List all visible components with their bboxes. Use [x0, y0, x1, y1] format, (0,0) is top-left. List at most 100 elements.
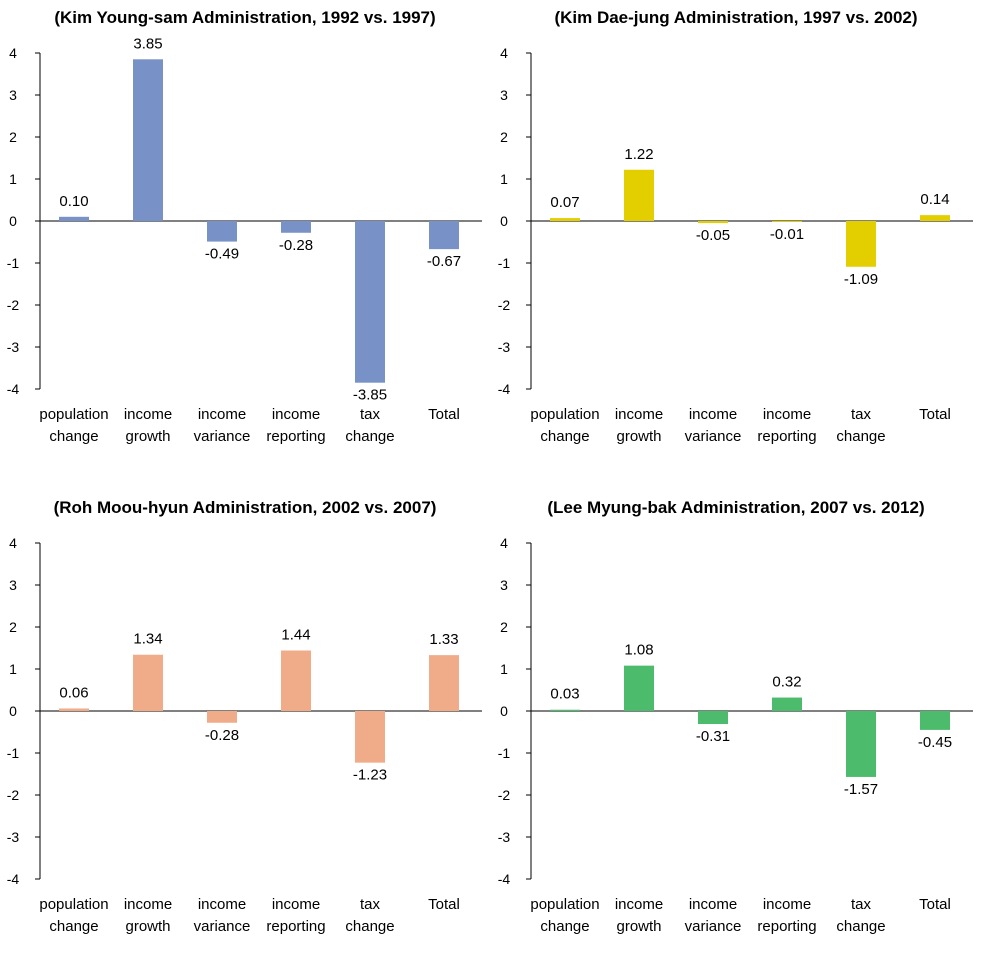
y-tick-label: 4	[500, 45, 508, 61]
bar	[429, 221, 459, 250]
chart-title: (Kim Young-sam Administration, 1992 vs. …	[54, 8, 436, 27]
data-label: 1.08	[624, 642, 653, 659]
data-label: -0.45	[918, 734, 952, 751]
x-category-label: income	[615, 896, 663, 913]
data-label: 1.44	[281, 627, 310, 644]
data-label: -0.28	[205, 727, 239, 744]
data-label: 0.14	[920, 191, 949, 208]
data-label: -1.23	[353, 767, 387, 784]
data-label: 1.34	[133, 631, 162, 648]
bar	[133, 59, 163, 221]
bar	[133, 654, 163, 711]
x-category-label: income	[689, 896, 737, 913]
chart-panel-kim-young-sam: (Kim Young-sam Administration, 1992 vs. …	[0, 0, 490, 468]
x-category-label: tax	[360, 406, 381, 423]
y-tick-label: 0	[9, 703, 17, 719]
data-label: -0.28	[279, 237, 313, 254]
bar	[772, 221, 802, 222]
data-label: 0.32	[772, 674, 801, 691]
y-tick-label: 1	[500, 661, 508, 677]
bar	[550, 218, 580, 221]
x-category-label: variance	[194, 428, 251, 445]
data-label: 0.06	[59, 684, 88, 701]
x-category-label: variance	[685, 918, 742, 935]
bar	[772, 697, 802, 711]
x-category-label: change	[540, 918, 589, 935]
chart-title: (Kim Dae-jung Administration, 1997 vs. 2…	[554, 8, 918, 27]
chart-panel-kim-dae-jung: (Kim Dae-jung Administration, 1997 vs. 2…	[491, 0, 981, 468]
y-tick-label: -1	[498, 745, 511, 761]
y-tick-label: -4	[498, 381, 511, 397]
x-category-label: change	[345, 428, 394, 445]
y-tick-label: -4	[498, 871, 511, 887]
y-tick-label: -2	[7, 297, 20, 313]
chart-title: (Roh Moou-hyun Administration, 2002 vs. …	[53, 498, 437, 517]
bar	[846, 221, 876, 267]
y-tick-label: 3	[9, 577, 17, 593]
bar	[624, 665, 654, 711]
x-category-label: tax	[851, 406, 872, 423]
x-category-label: change	[836, 428, 885, 445]
bar	[429, 655, 459, 711]
bar	[550, 709, 580, 711]
bar	[624, 169, 654, 221]
chart-panel-lee-myung-bak: (Lee Myung-bak Administration, 2007 vs. …	[491, 490, 981, 958]
x-category-label: tax	[360, 896, 381, 913]
data-label: -3.85	[353, 387, 387, 404]
y-tick-label: 1	[9, 171, 17, 187]
x-category-label: population	[530, 896, 599, 913]
x-category-label: reporting	[266, 428, 325, 445]
bar	[920, 215, 950, 221]
x-category-label: variance	[685, 428, 742, 445]
bar	[698, 711, 728, 725]
y-tick-label: 2	[500, 619, 508, 635]
y-tick-label: -2	[498, 297, 511, 313]
x-category-label: growth	[616, 428, 661, 445]
bar	[281, 221, 311, 233]
y-tick-label: 2	[9, 619, 17, 635]
bar	[355, 711, 385, 763]
x-category-label: growth	[616, 918, 661, 935]
y-tick-label: 2	[9, 129, 17, 145]
x-category-label: income	[272, 896, 320, 913]
chart-title: (Lee Myung-bak Administration, 2007 vs. …	[547, 498, 925, 517]
data-label: -1.57	[844, 781, 878, 798]
y-tick-label: -3	[498, 339, 511, 355]
bar	[207, 221, 237, 242]
x-category-label: Total	[919, 896, 951, 913]
bar	[59, 708, 89, 711]
x-category-label: income	[124, 896, 172, 913]
x-category-label: change	[345, 918, 394, 935]
data-label: 3.85	[133, 35, 162, 52]
x-category-label: income	[615, 406, 663, 423]
y-tick-label: 4	[9, 45, 17, 61]
x-category-label: change	[836, 918, 885, 935]
y-tick-label: 0	[500, 213, 508, 229]
data-label: 1.22	[624, 146, 653, 163]
data-label: 0.07	[550, 194, 579, 211]
y-tick-label: 1	[500, 171, 508, 187]
y-tick-label: -3	[7, 829, 20, 845]
data-label: -0.31	[696, 728, 730, 745]
bar	[59, 216, 89, 221]
x-category-label: Total	[428, 406, 460, 423]
x-category-label: income	[198, 406, 246, 423]
y-tick-label: -4	[7, 381, 20, 397]
x-category-label: change	[540, 428, 589, 445]
bar-chart: 4 3 2 1 0 -1 -2 -3 -4 0.07 population change 1.22 inc…	[498, 45, 973, 445]
y-tick-label: -1	[498, 255, 511, 271]
x-category-label: tax	[851, 896, 872, 913]
x-category-label: growth	[125, 428, 170, 445]
x-category-label: Total	[428, 896, 460, 913]
y-tick-label: 2	[500, 129, 508, 145]
y-tick-label: -3	[7, 339, 20, 355]
x-category-label: income	[763, 896, 811, 913]
data-label: -1.09	[844, 271, 878, 288]
bar-chart: 4 3 2 1 0 -1 -2 -3 -4 0.06 population change 1.34 inc…	[7, 535, 482, 935]
y-tick-label: 0	[9, 213, 17, 229]
x-category-label: income	[689, 406, 737, 423]
y-tick-label: -2	[498, 787, 511, 803]
x-category-label: reporting	[757, 918, 816, 935]
chart-panel-roh-moou-hyun: (Roh Moou-hyun Administration, 2002 vs. …	[0, 490, 490, 958]
data-label: -0.05	[696, 227, 730, 244]
